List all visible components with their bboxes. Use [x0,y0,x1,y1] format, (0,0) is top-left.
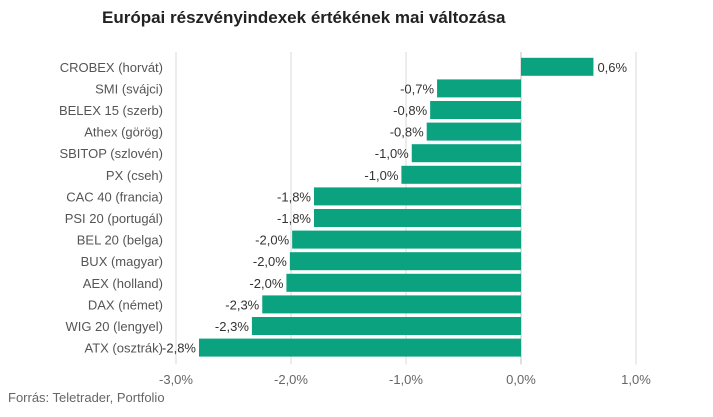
category-label: WIG 20 (lengyel) [65,319,163,334]
bar [401,165,521,184]
bar [521,57,594,76]
x-tick-label: -2,0% [274,372,308,387]
value-label: -2,0% [253,254,287,269]
category-label: PX (cseh) [106,168,163,183]
category-label: CROBEX (horvát) [60,60,163,75]
value-label: 0,6% [597,60,627,75]
category-label: AEX (holland) [83,276,163,291]
bar [262,295,521,314]
chart-title: Európai részvényindexek értékének mai vá… [102,8,506,27]
bar [437,79,521,98]
x-tick-label: 0,0% [506,372,536,387]
bar [289,252,521,271]
bar [286,273,521,292]
value-label: -2,0% [249,276,283,291]
bar [430,101,521,119]
category-label: CAC 40 (francia) [66,189,163,204]
x-tick-label: 1,0% [621,372,651,387]
value-label: -0,8% [393,103,427,118]
bar [292,230,521,249]
bar [314,187,521,206]
category-label: Athex (görög) [84,125,163,140]
value-label: -1,8% [277,189,311,204]
value-label: -0,7% [400,81,434,96]
bars [199,57,594,357]
value-label: -2,0% [255,233,289,248]
x-tick-label: -3,0% [159,372,193,387]
bar [411,144,521,163]
labels: -3,0% -2,0% -1,0% 0,0% 1,0% CROBEX (horvát) 0,… [59,60,651,387]
category-label: ATX (osztrák) [85,341,164,356]
category-label: BUX (magyar) [81,254,163,269]
value-label: -0,8% [390,125,424,140]
category-label: PSI 20 (portugál) [65,211,163,226]
value-label: -1,0% [364,168,398,183]
value-label: -2,8% [162,341,196,356]
bar [314,209,521,227]
value-label: -1,0% [375,146,409,161]
category-label: SMI (svájci) [95,81,163,96]
category-label: SBITOP (szlovén) [59,146,163,161]
category-label: BELEX 15 (szerb) [59,103,163,118]
value-label: -2,3% [225,297,259,312]
value-label: -1,8% [277,211,311,226]
bar [426,122,521,141]
bar [251,317,521,335]
x-tick-label: -1,0% [389,372,423,387]
value-label: -2,3% [215,319,249,334]
category-label: BEL 20 (belga) [77,233,163,248]
source-note: Forrás: Teletrader, Portfolio [8,390,165,405]
bar [199,338,521,357]
category-label: DAX (német) [88,297,163,312]
